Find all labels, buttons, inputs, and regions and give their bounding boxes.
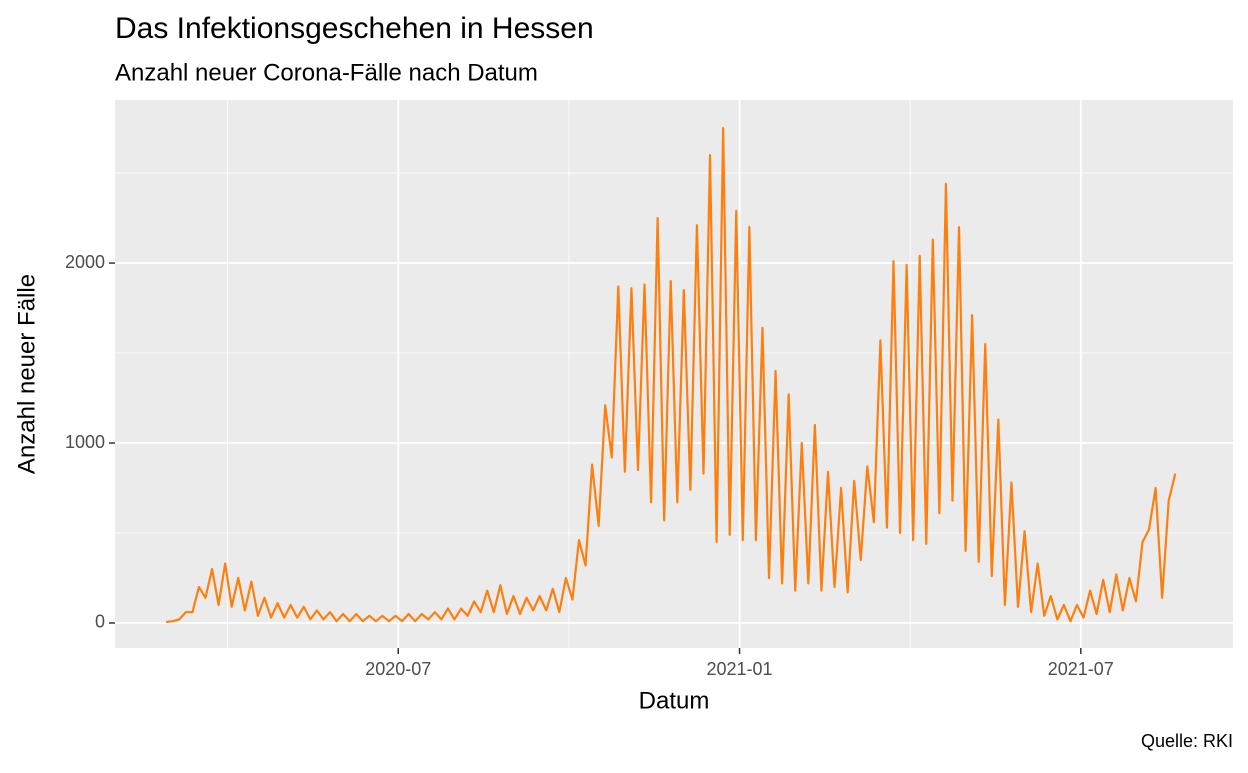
chart-title: Das Infektionsgeschehen in Hessen: [115, 12, 594, 45]
y-tick-label: 2000: [65, 252, 105, 272]
caption: Quelle: RKI: [1141, 731, 1233, 751]
y-axis-title: Anzahl neuer Fälle: [13, 274, 40, 474]
y-tick-label: 0: [95, 612, 105, 632]
data-line: [166, 126, 1177, 624]
x-tick-label: 2020-07: [365, 659, 431, 679]
chart-subtitle: Anzahl neuer Corona-Fälle nach Datum: [115, 59, 538, 86]
x-tick-label: 2021-07: [1048, 659, 1114, 679]
x-tick-label: 2021-01: [706, 659, 772, 679]
x-axis-title: Datum: [639, 687, 710, 714]
y-tick-label: 1000: [65, 432, 105, 452]
